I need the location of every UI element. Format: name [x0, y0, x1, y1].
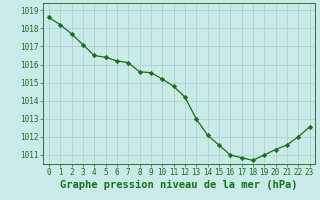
- X-axis label: Graphe pression niveau de la mer (hPa): Graphe pression niveau de la mer (hPa): [60, 180, 298, 190]
